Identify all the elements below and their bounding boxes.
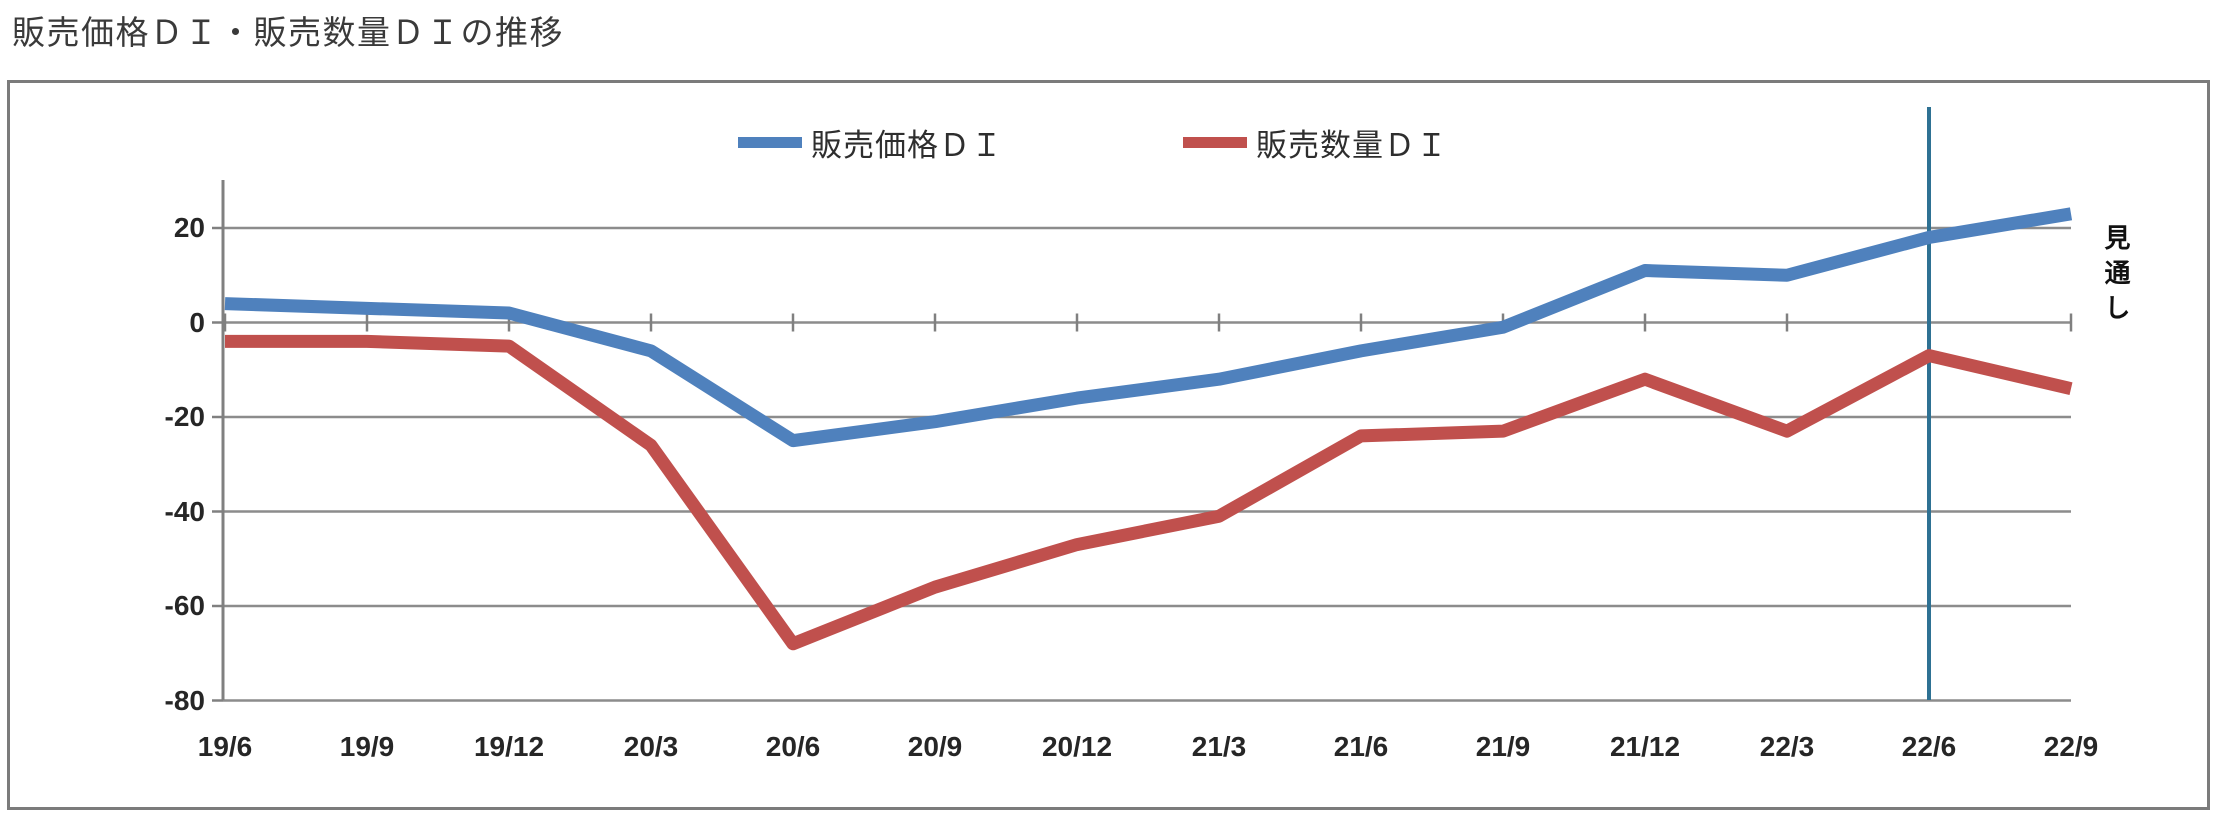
y-tick-label: 0 [189, 306, 205, 338]
x-tick-label: 22/6 [1901, 731, 1957, 762]
x-tick-label: 21/12 [1609, 731, 1681, 762]
x-tick-label: 21/3 [1191, 731, 1247, 762]
series-line-quantity [225, 334, 2073, 651]
series-line-price [224, 207, 2073, 448]
figure-border [7, 80, 2210, 810]
quantity-series-swatch-icon [1183, 136, 1247, 148]
x-tick-label: 19/6 [197, 731, 253, 762]
y-tick-label: -80 [164, 684, 205, 716]
price-series-swatch-icon [738, 136, 802, 148]
page-title: 販売価格ＤＩ・販売数量ＤＩの推移 [12, 14, 564, 51]
x-tick-label: 20/9 [907, 731, 963, 762]
legend-item-price: 販売価格ＤＩ [738, 122, 1003, 163]
y-tick-label: -60 [164, 590, 205, 621]
y-tick-label: -40 [164, 495, 205, 527]
x-tick-label: 22/3 [1759, 731, 1815, 762]
x-tick-label: 22/9 [2043, 731, 2099, 762]
x-tick-label: 19/9 [339, 731, 395, 762]
forecast-annotation: 見通し [2101, 224, 2131, 329]
x-tick-label: 20/3 [623, 731, 679, 762]
y-tick-label: -20 [164, 401, 205, 432]
legend-label-price: 販売価格ＤＩ [811, 127, 1003, 163]
x-tick-label: 21/6 [1333, 731, 1389, 762]
x-tick-label: 20/6 [765, 731, 821, 762]
x-tick-label: 21/9 [1475, 731, 1531, 762]
x-tick-label: 19/12 [473, 731, 545, 762]
y-tick-label: 20 [173, 212, 205, 243]
x-tick-label: 20/12 [1041, 731, 1113, 762]
legend-item-quantity: 販売数量ＤＩ [1183, 122, 1448, 163]
legend-label-quantity: 販売数量ＤＩ [1256, 127, 1448, 163]
